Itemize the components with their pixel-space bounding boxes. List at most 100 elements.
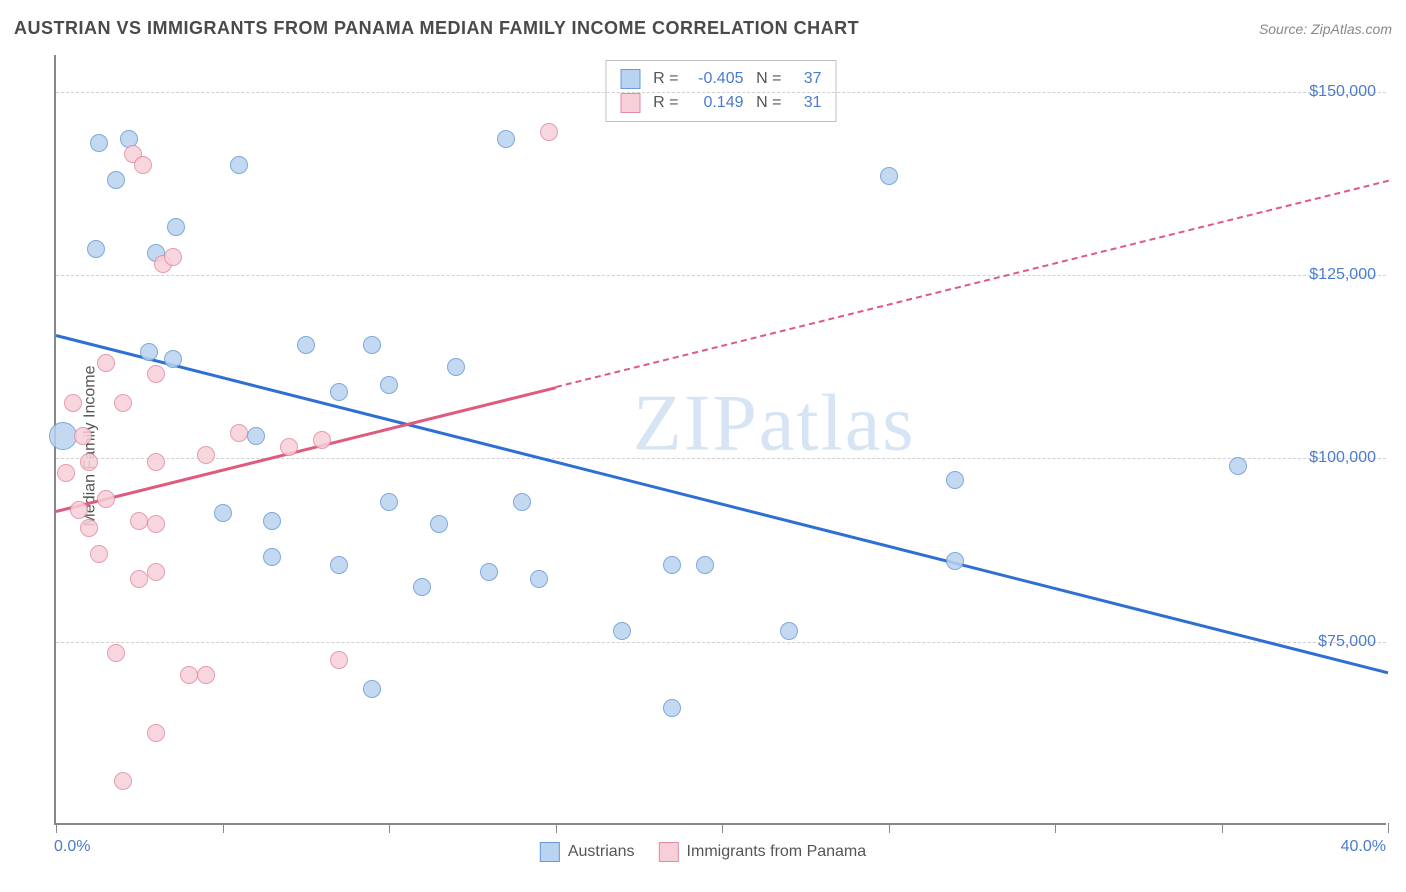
chart-plot-area: ZIPatlas R =-0.405N =37R =0.149N =31 $75…: [54, 55, 1386, 825]
data-point: [90, 545, 108, 563]
data-point: [696, 556, 714, 574]
data-point: [114, 394, 132, 412]
data-point: [363, 680, 381, 698]
data-point: [430, 515, 448, 533]
data-point: [107, 644, 125, 662]
y-tick-label: $150,000: [1309, 83, 1376, 101]
data-point: [130, 512, 148, 530]
data-point: [214, 504, 232, 522]
stats-row: R = 0.149 N = 31: [621, 91, 822, 115]
data-point: [97, 490, 115, 508]
data-point: [263, 512, 281, 530]
data-point: [147, 563, 165, 581]
watermark: ZIPatlas: [633, 378, 916, 469]
data-point: [164, 248, 182, 266]
data-point: [263, 548, 281, 566]
data-point: [147, 453, 165, 471]
data-point: [140, 343, 158, 361]
x-tick: [389, 823, 390, 833]
n-value: 37: [792, 70, 822, 88]
data-point: [130, 570, 148, 588]
data-point: [513, 493, 531, 511]
data-point: [87, 240, 105, 258]
r-label: R =: [651, 94, 679, 112]
x-tick: [556, 823, 557, 833]
legend-swatch: [621, 93, 641, 113]
n-label: N =: [754, 94, 782, 112]
data-point: [74, 427, 92, 445]
data-point: [230, 424, 248, 442]
data-point: [880, 167, 898, 185]
data-point: [247, 427, 265, 445]
data-point: [147, 515, 165, 533]
data-point: [280, 438, 298, 456]
legend-swatch: [659, 842, 679, 862]
data-point: [380, 493, 398, 511]
x-tick: [1055, 823, 1056, 833]
data-point: [49, 422, 77, 450]
legend-swatch: [621, 69, 641, 89]
data-point: [663, 556, 681, 574]
data-point: [70, 501, 88, 519]
data-point: [107, 171, 125, 189]
data-point: [164, 350, 182, 368]
data-point: [90, 134, 108, 152]
legend-swatch: [540, 842, 560, 862]
data-point: [180, 666, 198, 684]
x-tick: [889, 823, 890, 833]
data-point: [946, 552, 964, 570]
x-tick: [223, 823, 224, 833]
data-point: [80, 453, 98, 471]
legend-item: Austrians: [540, 842, 635, 862]
x-axis-min-label: 0.0%: [54, 838, 90, 856]
data-point: [167, 218, 185, 236]
x-tick: [722, 823, 723, 833]
x-tick: [1388, 823, 1389, 833]
data-point: [197, 446, 215, 464]
n-label: N =: [754, 70, 782, 88]
chart-title: AUSTRIAN VS IMMIGRANTS FROM PANAMA MEDIA…: [14, 18, 859, 39]
data-point: [147, 365, 165, 383]
chart-header: AUSTRIAN VS IMMIGRANTS FROM PANAMA MEDIA…: [14, 18, 1392, 39]
data-point: [134, 156, 152, 174]
data-point: [413, 578, 431, 596]
trend-line: [555, 180, 1388, 388]
data-point: [497, 130, 515, 148]
trend-line: [56, 334, 1389, 674]
data-point: [1229, 457, 1247, 475]
data-point: [197, 666, 215, 684]
legend-label: Austrians: [568, 843, 635, 861]
data-point: [780, 622, 798, 640]
data-point: [613, 622, 631, 640]
data-point: [297, 336, 315, 354]
data-point: [114, 772, 132, 790]
y-tick-label: $125,000: [1309, 266, 1376, 284]
y-tick-label: $75,000: [1318, 633, 1376, 651]
data-point: [946, 471, 964, 489]
gridline: [56, 458, 1386, 459]
data-point: [97, 354, 115, 372]
data-point: [480, 563, 498, 581]
x-axis-max-label: 40.0%: [1341, 838, 1386, 856]
data-point: [363, 336, 381, 354]
data-point: [540, 123, 558, 141]
data-point: [380, 376, 398, 394]
legend-item: Immigrants from Panama: [659, 842, 867, 862]
data-point: [313, 431, 331, 449]
gridline: [56, 642, 1386, 643]
source-label: Source: ZipAtlas.com: [1259, 21, 1392, 37]
data-point: [330, 556, 348, 574]
r-value: 0.149: [689, 94, 744, 112]
series-legend: Austrians Immigrants from Panama: [540, 842, 866, 862]
data-point: [64, 394, 82, 412]
legend-label: Immigrants from Panama: [687, 843, 867, 861]
data-point: [447, 358, 465, 376]
x-tick: [56, 823, 57, 833]
data-point: [230, 156, 248, 174]
data-point: [147, 724, 165, 742]
n-value: 31: [792, 94, 822, 112]
gridline: [56, 92, 1386, 93]
data-point: [530, 570, 548, 588]
data-point: [80, 519, 98, 537]
gridline: [56, 275, 1386, 276]
